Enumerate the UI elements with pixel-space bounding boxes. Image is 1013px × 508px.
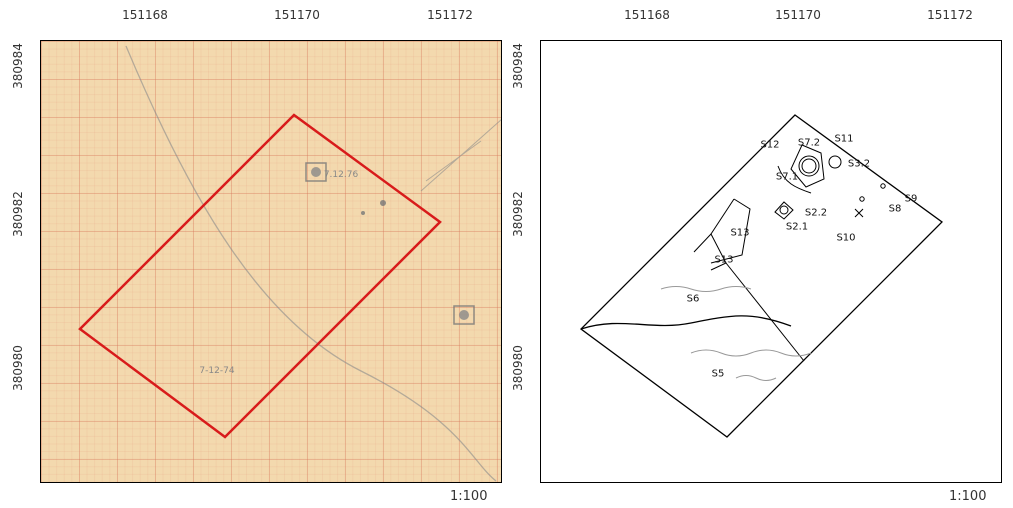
x-tick-label: 151170 [775,8,821,22]
pencil-annotation: 7.12.76 [323,170,359,180]
plan-drawing [580,114,943,438]
y-tick-label: 380980 [511,345,525,391]
feature-label: S2.2 [804,207,828,219]
feature-label: S5 [711,368,725,380]
x-tick-label: 151172 [927,8,973,22]
feature-label: S11 [834,133,854,145]
feature-label: S6 [686,293,700,305]
y-tick-label: 380980 [11,345,25,391]
feature-label: S10 [836,232,856,244]
scanned-drawing-panel: 151168 151170 151172 380984 380982 38098… [0,0,502,508]
digitised-plan-panel: 151168 151170 151172 380984 380982 38098… [500,0,1002,508]
feature-label: S13 [714,254,734,266]
y-tick-label: 380984 [511,43,525,89]
pencil-annotation: 7-12-74 [199,366,235,376]
y-tick-label: 380982 [11,191,25,237]
x-tick-label: 151172 [427,8,473,22]
scale-label: 1:100 [949,489,987,504]
x-tick-label: 151168 [624,8,670,22]
feature-label: S9 [904,193,918,205]
feature-label: S2.1 [785,221,809,233]
scale-label: 1:100 [450,489,488,504]
y-tick-label: 380984 [11,43,25,89]
feature-label: S13 [730,227,750,239]
plan-frame: S12 S7.2 S11 S3.2 S7.1 S8 S9 S2.2 S2.1 S… [540,40,1002,483]
graph-paper-scan: 7.12.76 7-12-74 [40,40,502,483]
feature-label: S7.1 [775,171,799,183]
feature-label: S8 [888,203,902,215]
x-tick-label: 151168 [122,8,168,22]
x-tick-label: 151170 [274,8,320,22]
feature-label: S7.2 [797,137,821,149]
feature-label: S3.2 [847,158,871,170]
scan-overlay [78,45,501,482]
feature-label: S12 [760,139,780,151]
y-tick-label: 380982 [511,191,525,237]
